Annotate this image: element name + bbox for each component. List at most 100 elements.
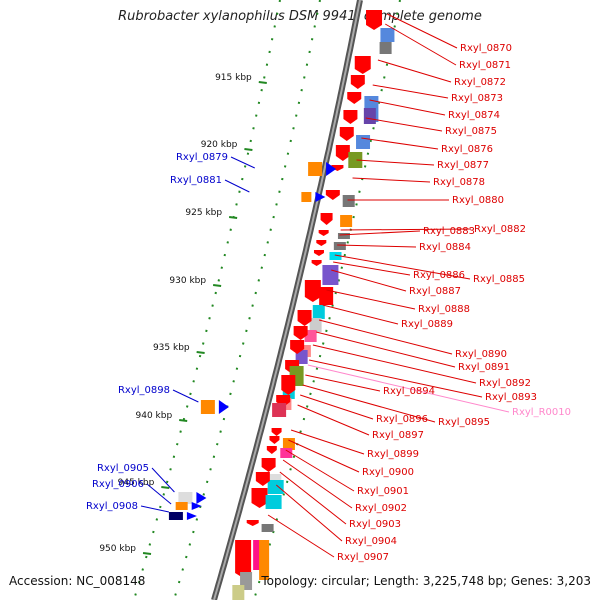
- tick-mark: [196, 351, 205, 354]
- kbp-ticks-layer: 915 kbp 920 kbp 925 kbp 930 kbp 935 kbp 940 k…: [99, 73, 267, 555]
- gene-arrow: [320, 213, 333, 225]
- left-guide-outer: [133, 0, 281, 600]
- gene-block: [356, 135, 371, 149]
- gene-block: [312, 305, 325, 319]
- leader-line: [230, 156, 255, 169]
- gene-label-rxyl-r0010: Rxyl_R0010: [512, 407, 571, 418]
- leader-line: [339, 230, 421, 236]
- gene-arrow-right: [191, 502, 202, 510]
- gene-labels-layer: Rxyl_0870 Rxyl_0871 Rxyl_0872 Rxyl_0873 Rxyl…: [86, 43, 571, 563]
- gene-label-rxyl-0871: Rxyl_0871: [459, 60, 511, 71]
- gene-arrow: [316, 240, 327, 246]
- leader-line: [372, 84, 449, 99]
- tick-mark: [212, 284, 222, 287]
- gene-block: [319, 287, 334, 305]
- gene-arrow: [266, 446, 277, 454]
- gene-arrow: [281, 375, 296, 395]
- gene-arrow: [343, 110, 358, 124]
- gene-arrow: [246, 520, 259, 526]
- gene-block-left: [301, 192, 312, 202]
- gene-block: [304, 330, 317, 342]
- gene-block-left: [178, 492, 193, 504]
- gene-arrow-right: [218, 400, 229, 414]
- leader-line: [318, 319, 453, 355]
- gene-block: [342, 195, 355, 207]
- gene-arrow: [325, 190, 340, 200]
- gene-arrow: [235, 540, 252, 578]
- backbone-outer: [211, 0, 363, 600]
- leader-line: [290, 429, 365, 455]
- gene-block-left: [308, 162, 323, 176]
- gene-arrow: [339, 127, 354, 141]
- tick-label: 950 kbp: [99, 544, 136, 554]
- gene-label-rxyl-0903: Rxyl_0903: [349, 519, 401, 530]
- leader-line: [288, 439, 360, 473]
- gene-label-rxyl-0888: Rxyl_0888: [418, 304, 470, 315]
- tick-label: 925 kbp: [185, 208, 222, 218]
- gene-label-rxyl-0873: Rxyl_0873: [451, 93, 503, 104]
- gene-arrow: [318, 230, 329, 236]
- gene-block: [232, 585, 245, 600]
- leader-line: [326, 289, 416, 310]
- gene-arrow: [293, 326, 308, 340]
- gene-arrow-right: [186, 512, 197, 520]
- gene-label-rxyl-0900: Rxyl_0900: [362, 467, 414, 478]
- leader-line: [302, 384, 436, 423]
- gene-arrow: [271, 428, 282, 436]
- topology-text: Topology: circular; Length: 3,225,748 bp…: [261, 574, 591, 588]
- gene-label-rxyl-0880: Rxyl_0880: [452, 195, 504, 206]
- gene-label-rxyl-0906: Rxyl_0906: [92, 479, 144, 490]
- leader-line: [146, 483, 172, 505]
- gene-label-rxyl-0904: Rxyl_0904: [345, 536, 397, 547]
- gene-label-rxyl-0907: Rxyl_0907: [337, 552, 389, 563]
- gene-label-rxyl-0875: Rxyl_0875: [445, 126, 497, 137]
- gene-block: [329, 252, 342, 260]
- gene-label-rxyl-0908: Rxyl_0908: [86, 501, 138, 512]
- leader-line: [305, 374, 381, 392]
- accession-text: Accession: NC_008148: [9, 574, 146, 588]
- leader-line: [312, 344, 477, 384]
- tick-label: 920 kbp: [201, 140, 238, 150]
- gene-label-rxyl-0884: Rxyl_0884: [419, 242, 471, 253]
- leader-line: [224, 179, 250, 193]
- gene-label-rxyl-0877: Rxyl_0877: [437, 160, 489, 171]
- gene-block: [282, 438, 295, 450]
- leader-line: [267, 514, 335, 558]
- gene-label-rxyl-0890: Rxyl_0890: [455, 349, 507, 360]
- gene-block: [269, 474, 282, 484]
- gene-arrow: [311, 260, 322, 266]
- leader-line: [285, 449, 355, 492]
- gene-label-rxyl-0879: Rxyl_0879: [176, 152, 228, 163]
- leader-line: [275, 484, 343, 542]
- tick-mark: [244, 148, 253, 151]
- gene-block: [337, 233, 350, 239]
- leader-line: [377, 59, 452, 83]
- leader-line: [172, 389, 199, 403]
- gene-block: [322, 265, 339, 285]
- leader-line: [300, 394, 374, 420]
- gene-arrow: [347, 92, 362, 104]
- left-guide-inner: [173, 0, 321, 600]
- leader-line: [387, 13, 458, 49]
- gene-label-rxyl-0897: Rxyl_0897: [372, 430, 424, 441]
- tick-label: 945 kbp: [118, 478, 155, 488]
- gene-arrow: [350, 75, 365, 89]
- gene-arrow: [354, 56, 371, 74]
- gene-block-left: [168, 512, 183, 520]
- gene-arrow: [261, 458, 276, 472]
- tick-label: 935 kbp: [153, 343, 190, 353]
- gene-label-rxyl-0905: Rxyl_0905: [97, 463, 149, 474]
- leader-line: [356, 159, 435, 166]
- leader-line: [140, 505, 170, 513]
- leader-line: [340, 228, 472, 231]
- leader-line: [369, 99, 446, 116]
- leader-line: [337, 244, 417, 248]
- gene-label-rxyl-0898: Rxyl_0898: [118, 385, 170, 396]
- gene-label-rxyl-0887: Rxyl_0887: [409, 286, 461, 297]
- tick-mark: [258, 81, 267, 84]
- leader-line: [151, 467, 175, 493]
- map-title: Rubrobacter xylanophilus DSM 9941, compl…: [118, 9, 482, 24]
- gene-block: [259, 540, 270, 580]
